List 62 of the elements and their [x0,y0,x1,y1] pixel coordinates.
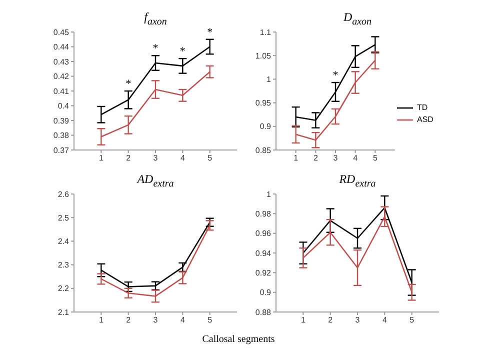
chart-title: f$_{axon}$ [143,10,168,28]
x-tick-label: 2 [328,316,334,325]
data-label: * [152,42,158,55]
y-tick-label: 0.44 [53,42,70,52]
x-tick-label: 4 [382,316,388,325]
y-tick-label: 0.92 [255,268,272,278]
data-label: * [332,70,338,82]
x-tick-label: 1 [294,154,299,163]
y-tick-label: 1 [266,190,272,199]
x-tick-label: 1 [98,316,104,325]
y-tick-label: 0.9 [260,122,272,132]
y-tick-label: 2.2 [58,284,70,294]
y-tick-label: 0.39 [53,116,70,126]
data-label: * [180,46,186,58]
y-tick-label: 2.3 [58,260,70,270]
chart-title: AD$_{extra}$ [136,172,175,190]
x-tick-label: 2 [126,316,132,325]
y-tick-label: 0.42 [53,72,70,82]
x-tick-label: 3 [333,154,338,163]
y-tick-label: 0.85 [255,146,272,155]
x-axis-title: Callosal segments [201,334,276,345]
y-tick-label: 0.96 [255,229,272,238]
x-tick-label: 5 [208,154,213,163]
chart-title: RD$_{extra}$ [338,172,377,190]
data-label: * [207,26,213,38]
x-tick-label: 5 [372,154,378,163]
x-tick-label: 4 [353,154,358,163]
chart-title: D$_{axon}$ [342,10,373,28]
y-tick-label: 0.9 [260,288,272,298]
y-tick-label: 1.1 [260,28,272,37]
y-tick-label: 0.38 [53,131,70,140]
y-tick-label: 0.4 [58,102,70,111]
x-tick-label: 3 [153,316,158,325]
y-tick-label: 1 [266,75,272,84]
y-tick-label: 2.5 [58,213,70,222]
y-tick-label: 0.88 [255,308,272,317]
x-tick-label: 2 [313,154,318,163]
y-tick-label: 0.45 [53,28,70,37]
x-tick-label: 5 [208,316,213,325]
x-tick-label: 4 [180,154,186,163]
legend-label: TD [417,103,428,112]
y-tick-label: 2.1 [58,308,70,317]
x-tick-label: 3 [153,154,158,163]
x-tick-label: 1 [300,316,306,325]
y-tick-label: 0.43 [53,57,70,66]
x-tick-label: 2 [126,154,132,163]
y-tick-label: 0.41 [53,86,70,96]
data-label: * [126,78,132,90]
y-tick-label: 0.94 [255,248,272,258]
legend-label: ASD [417,115,434,124]
x-tick-label: 5 [410,316,415,325]
line-series [302,207,412,284]
y-tick-label: 2.6 [58,190,70,199]
line-series [100,222,210,288]
x-tick-label: 3 [355,316,360,325]
y-tick-label: 2.4 [58,237,70,246]
y-tick-label: 0.37 [53,146,70,155]
y-tick-label: 1.05 [255,51,272,60]
x-tick-label: 1 [98,154,104,163]
x-tick-label: 4 [180,316,186,325]
y-tick-label: 0.98 [255,210,272,219]
y-tick-label: 0.95 [255,98,272,108]
